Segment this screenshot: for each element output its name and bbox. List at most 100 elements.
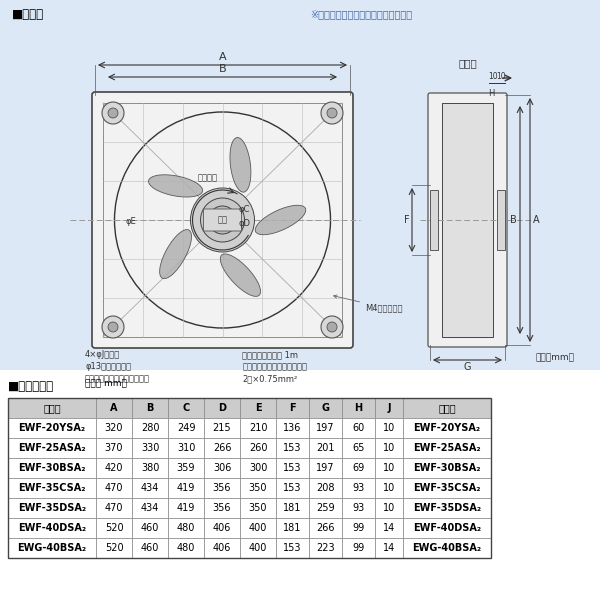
Bar xyxy=(375,418,403,438)
Text: ■変化寸法表: ■変化寸法表 xyxy=(8,380,54,393)
Bar xyxy=(342,438,375,458)
Text: 259: 259 xyxy=(316,503,335,513)
Bar xyxy=(204,518,240,538)
Text: 153: 153 xyxy=(283,443,302,453)
Text: ビニルキャブタイヤケーブル: ビニルキャブタイヤケーブル xyxy=(242,362,308,371)
Text: H: H xyxy=(355,403,362,413)
Text: EWF-20YSA₂: EWF-20YSA₂ xyxy=(19,423,86,433)
Text: 4×φJ取付穴: 4×φJ取付穴 xyxy=(85,350,120,359)
Bar xyxy=(375,438,403,458)
Text: 460: 460 xyxy=(141,543,159,553)
Bar xyxy=(168,538,204,558)
Text: EWF-35DSA₂: EWF-35DSA₂ xyxy=(18,503,86,513)
Bar xyxy=(240,538,276,558)
Bar xyxy=(132,518,168,538)
Bar xyxy=(8,398,96,418)
Text: 350: 350 xyxy=(249,503,267,513)
Text: EWF-20YSA₂: EWF-20YSA₂ xyxy=(413,423,481,433)
Bar xyxy=(168,418,204,438)
Bar xyxy=(375,458,403,478)
Text: 形　名: 形 名 xyxy=(438,403,456,413)
Text: EWF-35DSA₂: EWF-35DSA₂ xyxy=(413,503,481,513)
Bar xyxy=(309,538,342,558)
Text: 470: 470 xyxy=(105,503,123,513)
Text: φC: φC xyxy=(239,205,250,214)
Bar xyxy=(204,538,240,558)
Bar xyxy=(132,398,168,418)
Bar xyxy=(342,398,375,418)
Bar xyxy=(342,418,375,438)
Bar xyxy=(8,498,96,518)
Bar xyxy=(430,190,438,250)
Bar xyxy=(240,398,276,418)
Text: 136: 136 xyxy=(283,423,302,433)
Bar xyxy=(96,538,132,558)
Bar xyxy=(8,538,96,558)
Bar xyxy=(403,478,491,498)
Text: 460: 460 xyxy=(141,523,159,533)
Bar xyxy=(204,478,240,498)
Text: 266: 266 xyxy=(316,523,335,533)
Text: φ13ノックアウト: φ13ノックアウト xyxy=(85,362,131,371)
Bar xyxy=(403,398,491,418)
Bar xyxy=(276,518,309,538)
Text: B: B xyxy=(218,64,226,74)
Bar xyxy=(276,458,309,478)
Text: 銀板: 銀板 xyxy=(218,215,227,224)
Text: EWG-40BSA₂: EWG-40BSA₂ xyxy=(412,543,482,553)
Text: 153: 153 xyxy=(283,463,302,473)
Text: 480: 480 xyxy=(177,543,195,553)
Ellipse shape xyxy=(220,254,260,297)
Circle shape xyxy=(200,198,245,242)
Text: 60: 60 xyxy=(352,423,365,433)
Text: 266: 266 xyxy=(213,443,231,453)
Text: 197: 197 xyxy=(316,463,335,473)
Bar xyxy=(375,498,403,518)
Bar xyxy=(276,538,309,558)
Bar xyxy=(96,478,132,498)
Text: EWF-25ASA₂: EWF-25ASA₂ xyxy=(18,443,86,453)
Bar xyxy=(309,478,342,498)
Circle shape xyxy=(321,316,343,338)
Bar xyxy=(240,478,276,498)
Bar xyxy=(276,398,309,418)
Bar xyxy=(276,438,309,458)
Text: 153: 153 xyxy=(283,543,302,553)
Circle shape xyxy=(321,102,343,124)
Bar xyxy=(8,518,96,538)
Text: M4アースねじ: M4アースねじ xyxy=(334,295,403,312)
Bar xyxy=(96,438,132,458)
Bar xyxy=(96,458,132,478)
Bar xyxy=(0,0,600,370)
Bar xyxy=(403,418,491,438)
FancyBboxPatch shape xyxy=(203,209,241,231)
Text: 153: 153 xyxy=(283,483,302,493)
Bar xyxy=(403,498,491,518)
Text: 65: 65 xyxy=(352,443,365,453)
Bar xyxy=(240,498,276,518)
Text: 10: 10 xyxy=(383,483,395,493)
Bar xyxy=(309,438,342,458)
Text: A: A xyxy=(218,52,226,62)
Circle shape xyxy=(209,206,236,234)
Text: 10: 10 xyxy=(383,503,395,513)
Bar xyxy=(240,458,276,478)
Bar xyxy=(96,398,132,418)
Bar xyxy=(342,458,375,478)
Bar xyxy=(309,518,342,538)
Text: 249: 249 xyxy=(177,423,195,433)
Text: A: A xyxy=(110,403,118,413)
Text: 260: 260 xyxy=(249,443,267,453)
Text: EWG-40BSA₂: EWG-40BSA₂ xyxy=(17,543,86,553)
Circle shape xyxy=(108,322,118,332)
Bar xyxy=(96,498,132,518)
Text: H: H xyxy=(488,89,494,98)
Text: φE: φE xyxy=(125,217,136,226)
Text: EWF-35CSA₂: EWF-35CSA₂ xyxy=(413,483,481,493)
Bar xyxy=(309,458,342,478)
Text: EWF-30BSA₂: EWF-30BSA₂ xyxy=(18,463,86,473)
Text: B: B xyxy=(510,215,517,225)
Bar xyxy=(96,518,132,538)
Text: 380: 380 xyxy=(141,463,159,473)
Bar xyxy=(168,478,204,498)
